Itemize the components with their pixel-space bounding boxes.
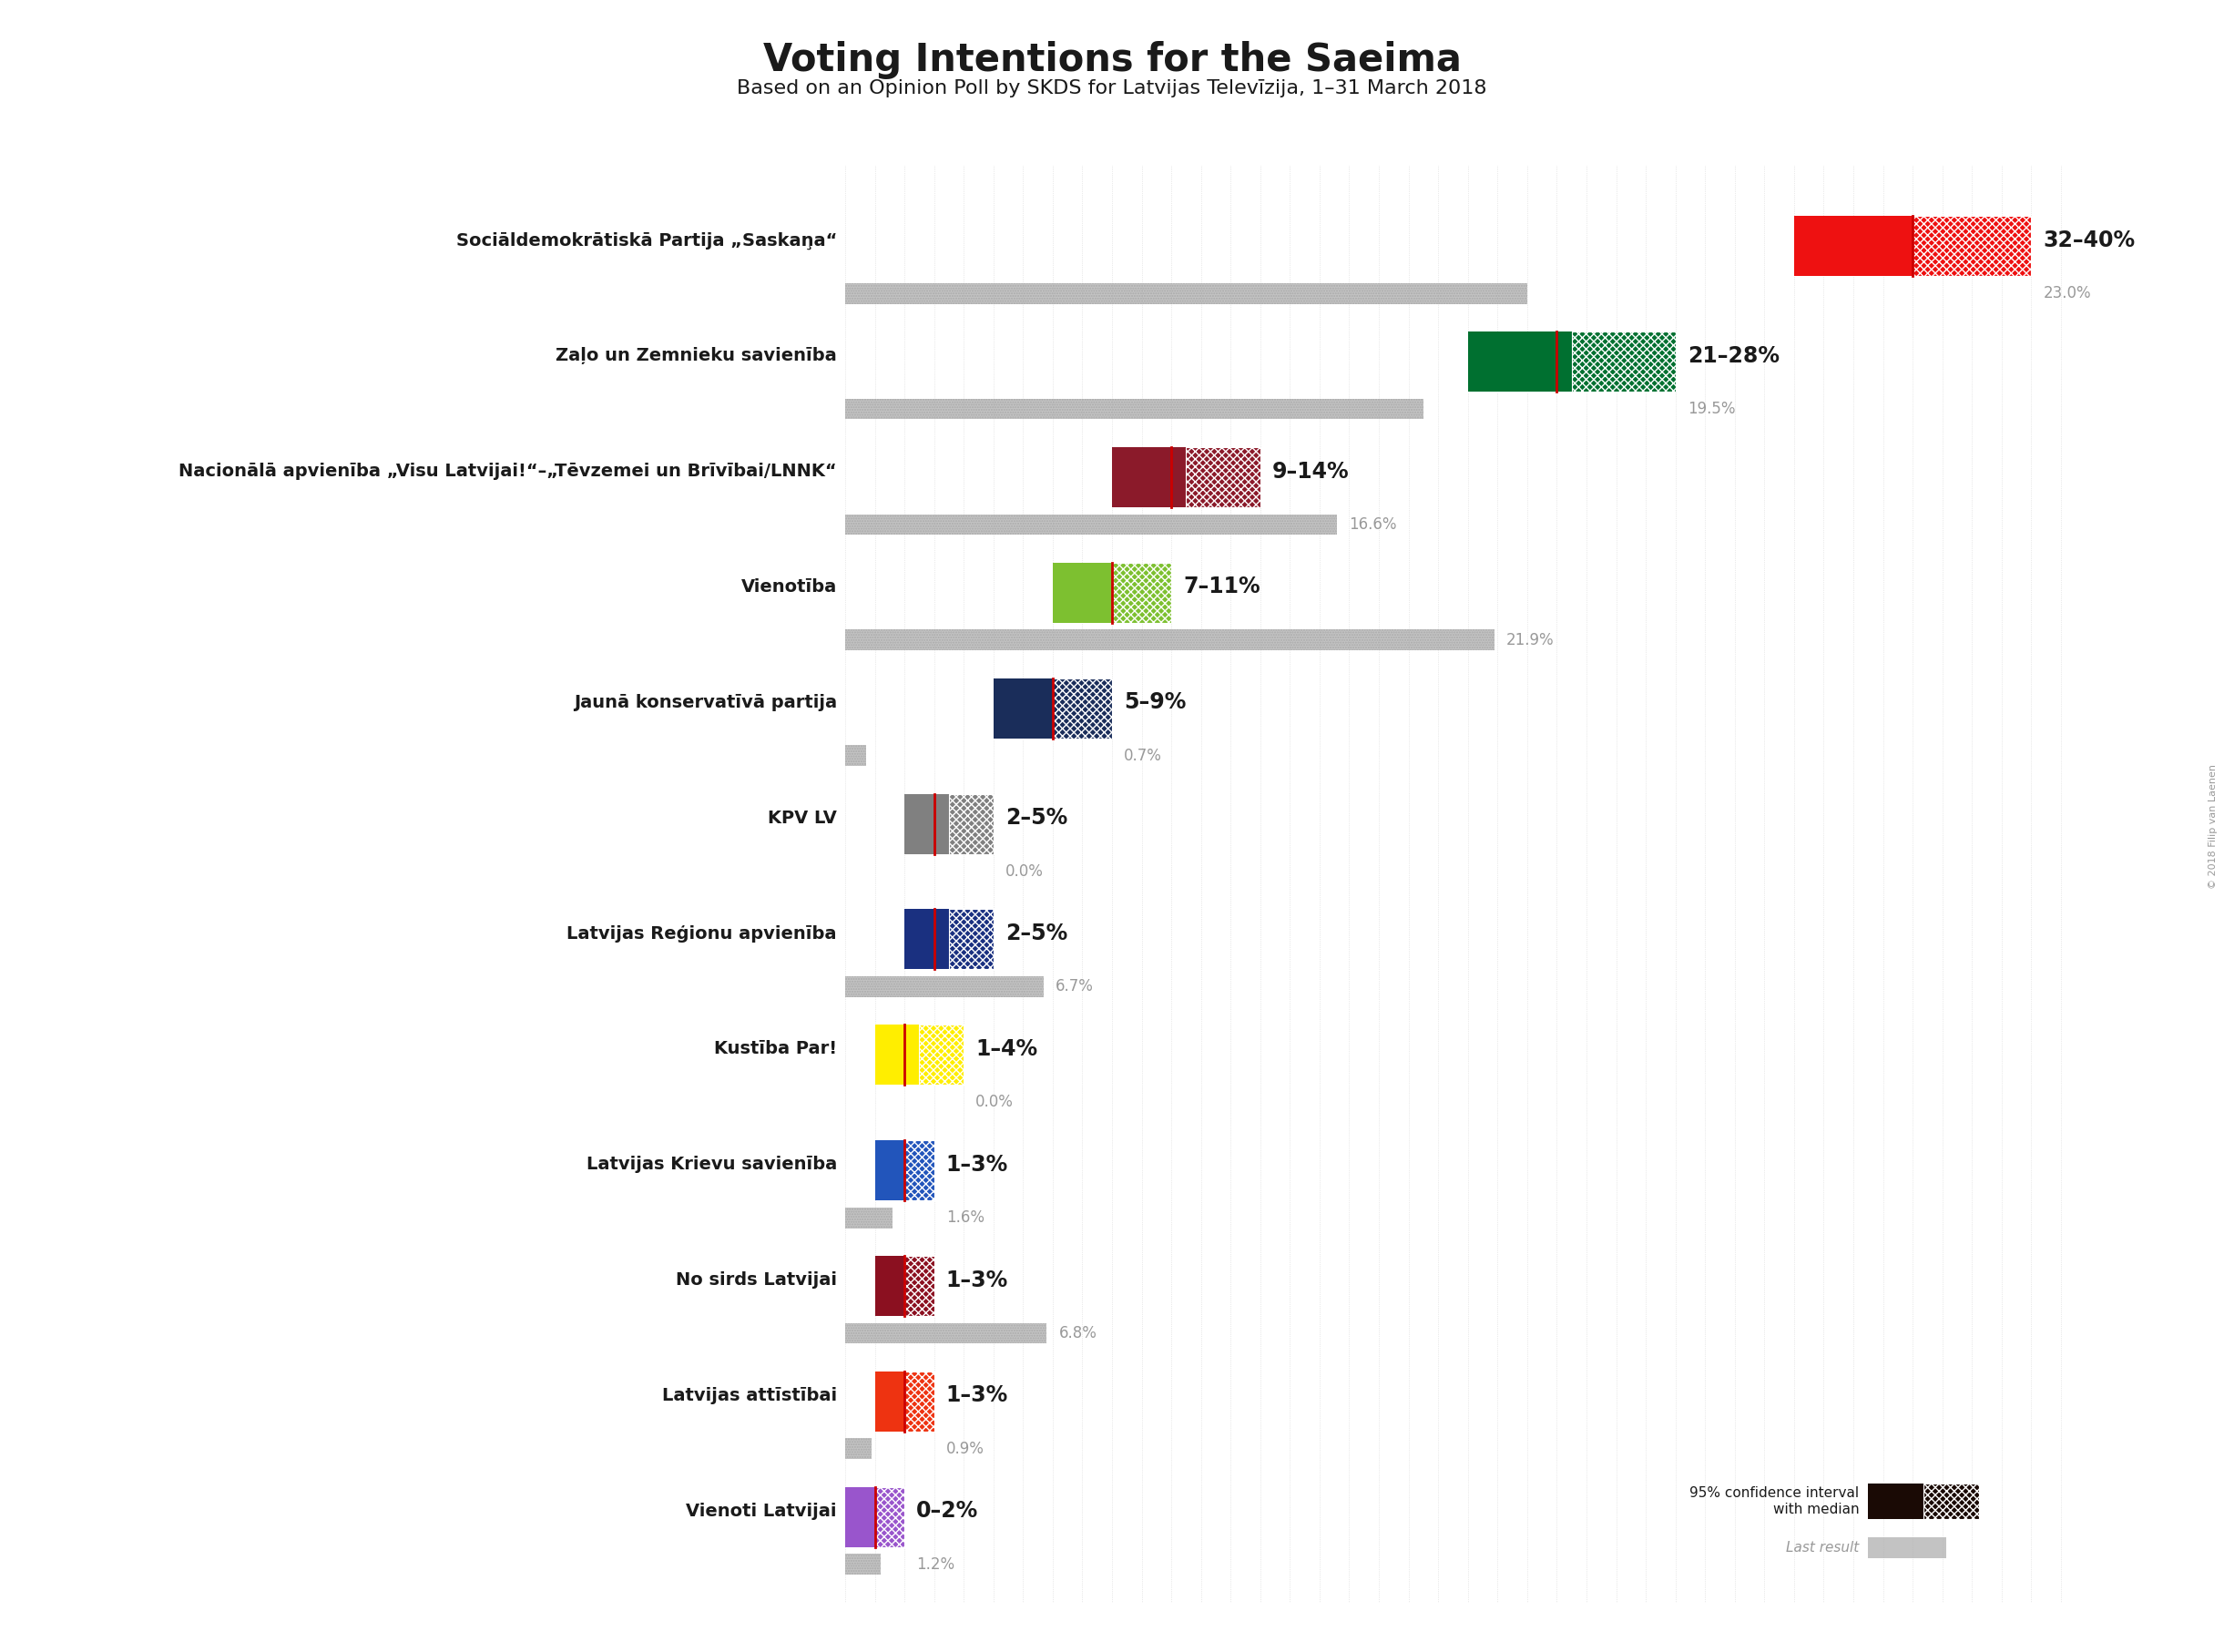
- Bar: [845, 745, 865, 767]
- Bar: [845, 282, 1528, 304]
- Text: 21.9%: 21.9%: [1506, 631, 1555, 648]
- Text: Zaļo un Zemnieku savienība: Zaļo un Zemnieku savienība: [556, 347, 836, 365]
- Text: Last result: Last result: [1786, 1541, 1859, 1555]
- Text: 1.2%: 1.2%: [916, 1556, 954, 1573]
- Text: 95% confidence interval
with median: 95% confidence interval with median: [1690, 1487, 1859, 1517]
- Bar: [905, 1371, 934, 1431]
- Text: 23.0%: 23.0%: [2044, 286, 2091, 302]
- Bar: [874, 1487, 905, 1546]
- Text: 0.7%: 0.7%: [1123, 747, 1161, 763]
- Bar: [905, 1256, 934, 1317]
- Bar: [1924, 1483, 1979, 1520]
- Bar: [845, 1439, 872, 1459]
- Bar: [1185, 448, 1261, 507]
- Bar: [1795, 216, 1913, 276]
- Text: 0.9%: 0.9%: [945, 1441, 983, 1457]
- Text: Latvijas Reģionu apvienība: Latvijas Reģionu apvienība: [567, 925, 836, 942]
- Bar: [1112, 563, 1172, 623]
- Bar: [905, 793, 950, 854]
- Bar: [1468, 332, 1572, 392]
- Bar: [845, 1323, 1048, 1343]
- Bar: [845, 629, 1495, 651]
- Text: Sociāldemokrātiskā Partija „Saskaņa“: Sociāldemokrātiskā Partija „Saskaņa“: [456, 231, 836, 249]
- Text: KPV LV: KPV LV: [767, 809, 836, 826]
- Bar: [845, 745, 865, 767]
- Text: 2–5%: 2–5%: [1005, 922, 1068, 945]
- Bar: [874, 1256, 905, 1317]
- Bar: [994, 679, 1052, 738]
- Bar: [845, 1323, 1048, 1343]
- Text: Vienoti Latvijai: Vienoti Latvijai: [687, 1503, 836, 1520]
- Bar: [1052, 679, 1112, 738]
- Bar: [845, 1487, 874, 1546]
- Bar: [950, 909, 994, 970]
- Text: Latvijas attīstībai: Latvijas attīstībai: [663, 1388, 836, 1404]
- Text: 1–3%: 1–3%: [945, 1384, 1007, 1406]
- Text: Latvijas Krievu savienība: Latvijas Krievu savienība: [587, 1156, 836, 1173]
- Bar: [845, 514, 1337, 535]
- Text: Voting Intentions for the Saeima: Voting Intentions for the Saeima: [763, 41, 1461, 79]
- Text: 1–3%: 1–3%: [945, 1269, 1007, 1290]
- Text: 5–9%: 5–9%: [1123, 692, 1185, 714]
- Text: 1–4%: 1–4%: [976, 1037, 1039, 1061]
- Text: No sirds Latvijai: No sirds Latvijai: [676, 1272, 836, 1289]
- Text: Kustība Par!: Kustība Par!: [714, 1041, 836, 1057]
- Bar: [874, 1371, 905, 1431]
- Text: 0–2%: 0–2%: [916, 1500, 979, 1521]
- Bar: [950, 793, 994, 854]
- Bar: [845, 398, 1423, 420]
- Bar: [905, 1140, 934, 1201]
- Bar: [845, 282, 1528, 304]
- Bar: [1052, 563, 1112, 623]
- Text: Jaunā konservatīvā partija: Jaunā konservatīvā partija: [574, 694, 836, 710]
- Text: 32–40%: 32–40%: [2044, 230, 2135, 251]
- Bar: [919, 1024, 963, 1085]
- Text: 1.6%: 1.6%: [945, 1209, 985, 1226]
- Bar: [845, 1555, 881, 1574]
- Bar: [1868, 1536, 1946, 1558]
- Text: 6.8%: 6.8%: [1059, 1325, 1096, 1341]
- Text: 7–11%: 7–11%: [1183, 577, 1261, 598]
- Bar: [1112, 448, 1185, 507]
- Bar: [845, 976, 1043, 998]
- Text: 16.6%: 16.6%: [1350, 517, 1397, 532]
- Text: © 2018 Filip van Laenen: © 2018 Filip van Laenen: [2208, 763, 2217, 889]
- Text: Nacionālā apvienība „Visu Latvijai!“–„Tēvzemei un Brīvībai/LNNK“: Nacionālā apvienība „Visu Latvijai!“–„Tē…: [178, 463, 836, 481]
- Text: 1–3%: 1–3%: [945, 1153, 1007, 1176]
- Text: 19.5%: 19.5%: [1688, 401, 1735, 418]
- Bar: [845, 629, 1495, 651]
- Bar: [845, 398, 1423, 420]
- Text: 6.7%: 6.7%: [1056, 978, 1094, 995]
- Bar: [1572, 332, 1675, 392]
- Bar: [874, 1024, 919, 1085]
- Bar: [845, 1208, 892, 1227]
- Bar: [1868, 1483, 1924, 1520]
- Bar: [845, 976, 1043, 998]
- Text: 0.0%: 0.0%: [1005, 862, 1043, 879]
- Text: 0.0%: 0.0%: [976, 1094, 1014, 1110]
- Bar: [845, 1208, 892, 1227]
- Bar: [874, 1140, 905, 1201]
- Bar: [845, 514, 1337, 535]
- Bar: [905, 909, 950, 970]
- Bar: [845, 1555, 881, 1574]
- Bar: [845, 1439, 872, 1459]
- Text: Based on an Opinion Poll by SKDS for Latvijas Televīzija, 1–31 March 2018: Based on an Opinion Poll by SKDS for Lat…: [736, 79, 1488, 97]
- Text: 9–14%: 9–14%: [1272, 461, 1350, 482]
- Text: 21–28%: 21–28%: [1688, 345, 1779, 367]
- Bar: [1913, 216, 2031, 276]
- Text: Vienotība: Vienotība: [741, 578, 836, 596]
- Text: 2–5%: 2–5%: [1005, 808, 1068, 829]
